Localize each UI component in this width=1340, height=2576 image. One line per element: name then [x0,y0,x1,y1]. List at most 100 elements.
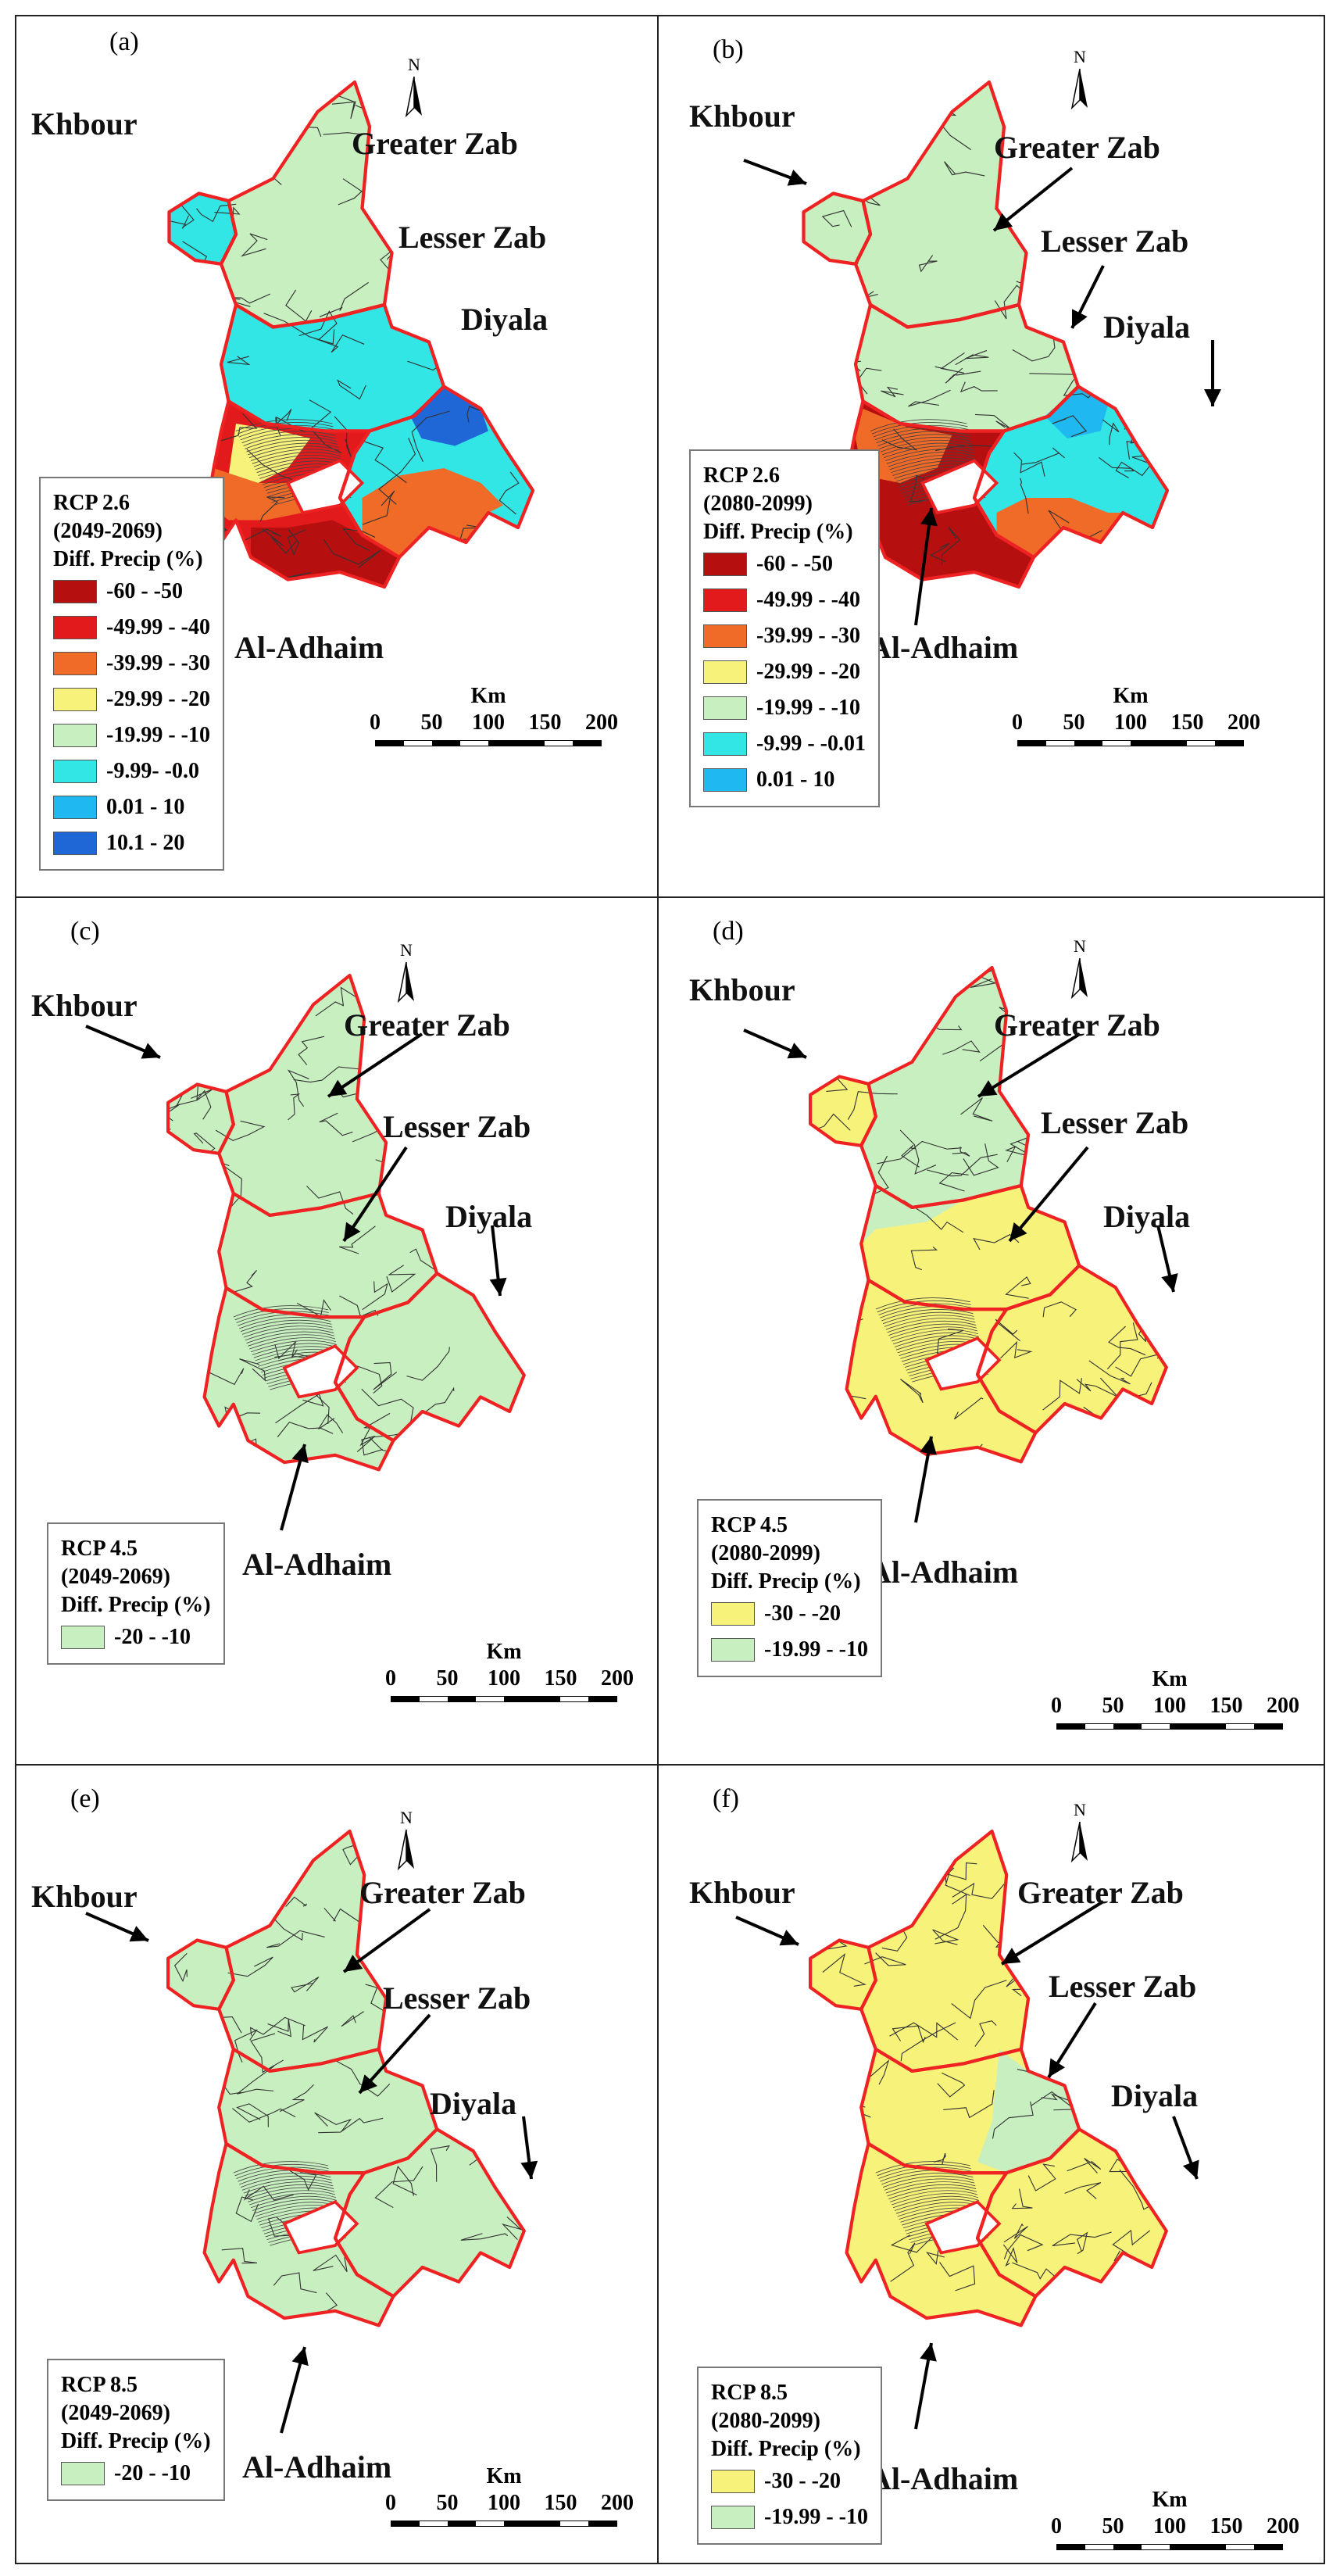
region-label-greater-zab: Greater Zab [994,1007,1160,1043]
arrow-head [344,1222,361,1241]
legend-item: -39.99 - -30 [53,646,210,682]
scale-tick-label: 150 [1210,1694,1243,1718]
basin-boundary [859,1829,1031,2073]
scale-unit: Km [486,1640,522,1664]
legend-item-label: -39.99 - -30 [106,651,210,675]
basin-region-diyala [335,1273,524,1441]
scale-tick-label: 200 [601,2491,634,2515]
scale-tick-label: 50 [1102,2514,1124,2538]
arrow-head [779,1930,799,1946]
north-indicator: N [391,940,422,1011]
legend-item: -29.99 - -20 [703,654,866,690]
north-indicator: N [391,1808,422,1878]
legend-item-label: -19.99 - -10 [756,696,860,720]
scale-tick-label: 200 [1227,710,1260,735]
basin-map [166,1829,526,2327]
scale-tick-label: 200 [601,1666,634,1690]
legend-swatch [53,616,97,639]
scale-bar-graphic [1056,1723,1283,1730]
scale-bar-graphic [375,740,602,746]
scale-bar-graphic [1056,2544,1283,2550]
north-label: N [1074,936,1086,956]
legend-item-label: -9.99- -0.0 [106,759,199,783]
north-label: N [1074,47,1086,66]
scale-tick-label: 0 [370,710,381,735]
legend-item: -19.99 - -10 [711,1632,868,1668]
basin-region-greater [861,1831,1029,2071]
scale-bar: Km 0 50 100 150 200 [1051,1667,1299,1730]
legend: RCP 4.5 (2080-2099) Diff. Precip (%) -30 - … [697,1499,882,1677]
legend: RCP 2.6 (2080-2099) Diff. Precip (%) -60 - … [689,449,880,807]
basin-boundary [845,1278,1038,1464]
legend-item-label: -20 - -10 [114,1625,191,1649]
region-label-diyala: Diyala [1103,309,1191,345]
basin-boundary [202,1286,395,1472]
basin-region-lesser [856,305,1078,431]
legend-swatch [53,760,97,783]
legend-item-label: -9.99 - -0.01 [756,732,866,756]
north-arrow-icon [1080,1822,1088,1861]
scale-tick-label: 200 [1267,1694,1299,1718]
basin-map [166,973,526,1472]
basin-region-khbour [168,1940,234,2009]
region-label-diyala: Diyala [430,2086,517,2121]
scale-tick-label: 0 [1012,710,1023,735]
region-label-diyala: Diyala [1103,1199,1191,1234]
basin-region-greater [856,82,1027,327]
arrow-head [1072,309,1088,328]
north-arrow-icon [1080,69,1088,108]
legend: RCP 8.5 (2080-2099) Diff. Precip (%) -30 - … [697,2367,882,2545]
legend-item: -60 - -50 [703,546,866,582]
arrow-head [344,1955,363,1972]
legend-swatch [703,589,747,612]
reservoir-hole [285,459,365,515]
region-label-diyala: Diyala [461,302,549,337]
legend-title: Diff. Precip (%) [703,520,853,544]
legend-item: -49.99 - -40 [53,610,210,646]
basin-map [167,80,535,589]
arrow-head [141,1043,160,1059]
north-arrow-icon [406,962,414,1001]
legend-item-label: 10.1 - 20 [106,831,185,855]
legend-item-label: -49.99 - -40 [106,615,210,639]
region-label-greater-zab: Greater Zab [352,126,518,161]
arrow-head [920,2343,937,2362]
basin-region-khbour [810,1076,876,1146]
legend-title: RCP 4.5 [61,1537,138,1561]
arrow-head [129,1926,148,1942]
basin-region-khbour [803,193,870,264]
legend-item: -49.99 - -40 [703,582,866,618]
north-indicator: N [398,55,430,125]
region-label-lesser-zab: Lesser Zab [398,220,547,255]
pointer-arrow [1008,1146,1089,1243]
legend-item-label: 0.01 - 10 [106,795,185,819]
north-arrow-icon [406,1830,414,1869]
reservoir-hole [924,2200,1002,2255]
region-label-khbour: Khbour [31,106,138,141]
scale-tick-label: 200 [585,710,618,735]
arrow-head [489,1277,507,1296]
basin-map [809,1829,1168,2327]
legend-item: 0.01 - 10 [53,789,210,825]
legend-title: (2080-2099) [703,492,813,516]
scale-bar: Km 0 50 100 150 200 [385,2464,634,2527]
north-label: N [408,55,420,74]
legend-swatch [703,624,747,648]
arrow-head [920,1436,937,1455]
scale-tick-label: 100 [488,1666,520,1690]
scale-tick-label: 100 [1153,2514,1186,2538]
reservoir-hole [282,2200,359,2255]
scale-tick-label: 150 [528,710,562,735]
scale-unit: Km [1152,1667,1188,1691]
legend-item-label: -19.99 - -10 [106,723,210,747]
north-arrow-icon [1080,958,1088,997]
north-label: N [400,1808,413,1827]
pointer-arrow [914,507,933,626]
legend-item: -39.99 - -30 [703,618,866,654]
panel-label: (a) [109,27,139,56]
pointer-arrow [327,1032,423,1098]
pointer-arrow [342,1908,431,1973]
legend-item: -19.99 - -10 [53,717,210,753]
legend-swatch [711,1638,755,1662]
